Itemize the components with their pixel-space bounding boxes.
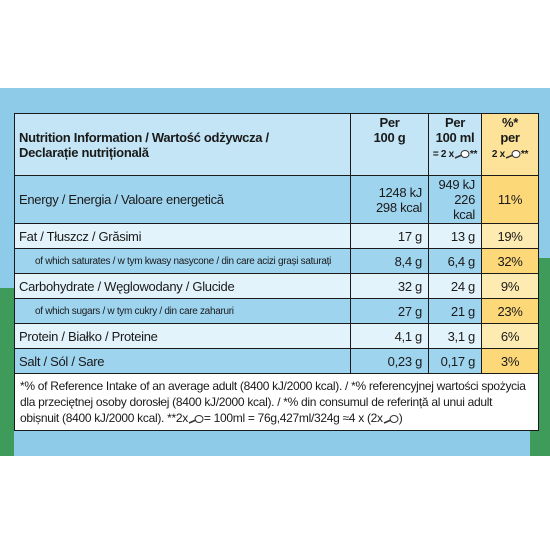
cell: 19%: [481, 223, 539, 249]
spoon-icon: [505, 150, 521, 160]
cell: 23%: [481, 298, 539, 324]
row-label: Protein / Białko / Proteine: [14, 323, 351, 349]
spoon-icon: [383, 414, 399, 424]
row: Fat / Tłuszcz / Grăsimi 17 g 13 g 19%: [14, 223, 539, 249]
row-label: Energy / Energia / Valoare energetică: [14, 175, 351, 224]
col-header: **: [469, 149, 478, 160]
spoon-icon: [454, 150, 470, 160]
footnote: *% of Reference Intake of an average adu…: [20, 379, 526, 425]
cell: 17 g: [350, 223, 429, 249]
cell: 3,1 g: [428, 323, 482, 349]
cell: 298 kcal: [375, 199, 422, 215]
row: Energy / Energia / Valoare energetică 12…: [14, 175, 539, 224]
title: Declarație nutrițională: [19, 144, 149, 160]
footnote-row: *% of Reference Intake of an average adu…: [14, 373, 539, 431]
green-edge: [0, 288, 14, 456]
cell: 11%: [481, 175, 539, 224]
cell: 6%: [481, 323, 539, 349]
cell: 4,1 g: [350, 323, 429, 349]
row-label: of which saturates / w tym kwasy nasycon…: [14, 248, 351, 274]
row: of which sugars / w tym cukry / din care…: [14, 298, 539, 324]
cell: 32 g: [350, 273, 429, 299]
cell: 27 g: [350, 298, 429, 324]
cell: 13 g: [428, 223, 482, 249]
col-header: 2 x: [491, 149, 505, 160]
row: Salt / Sól / Sare 0,23 g 0,17 g 3%: [14, 348, 539, 374]
row: Carbohydrate / Węglowodany / Glucide 32 g…: [14, 273, 539, 299]
col-header: 100 ml: [435, 130, 475, 145]
row: Protein / Białko / Proteine 4,1 g 3,1 g 6%: [14, 323, 539, 349]
header-row: Nutrition Information / Wartość odżywcza…: [14, 113, 539, 176]
row-label: Carbohydrate / Węglowodany / Glucide: [14, 273, 351, 299]
footnote: = 100ml = 76g,427ml/324g ≈4 x (2x: [203, 411, 383, 425]
nutrition-table: Nutrition Information / Wartość odżywcza…: [14, 113, 539, 431]
footnote: ): [398, 411, 403, 425]
row-label: Salt / Sól / Sare: [14, 348, 351, 374]
cell: 8,4 g: [350, 248, 429, 274]
cell: 21 g: [428, 298, 482, 324]
cell: 3%: [481, 348, 539, 374]
cell: 24 g: [428, 273, 482, 299]
cell: 32%: [481, 248, 539, 274]
col-header: 100 g: [373, 130, 406, 145]
col-header: **: [520, 149, 529, 160]
title: Nutrition Information / Wartość odżywcza…: [19, 129, 269, 145]
col-header: Per: [379, 115, 400, 130]
col-header: = 2 x: [432, 149, 454, 160]
row-label: Fat / Tłuszcz / Grăsimi: [14, 223, 351, 249]
col-header: Per: [444, 115, 466, 130]
col-header: %*: [501, 115, 519, 130]
cell: 0,17 g: [428, 348, 482, 374]
spoon-icon: [188, 414, 204, 424]
cell: 0,23 g: [350, 348, 429, 374]
col-header: per: [500, 130, 520, 145]
cell: 6,4 g: [428, 248, 482, 274]
cell: 226 kcal: [453, 192, 475, 222]
cell: 9%: [481, 273, 539, 299]
row-label: of which sugars / w tym cukry / din care…: [14, 298, 351, 324]
row: of which saturates / w tym kwasy nasycon…: [14, 248, 539, 274]
rows: Fat / Tłuszcz / Grăsimi 17 g 13 g 19% of whi…: [14, 223, 539, 374]
cell: 1248 kJ: [378, 184, 423, 200]
cell: 949 kJ: [438, 177, 475, 192]
